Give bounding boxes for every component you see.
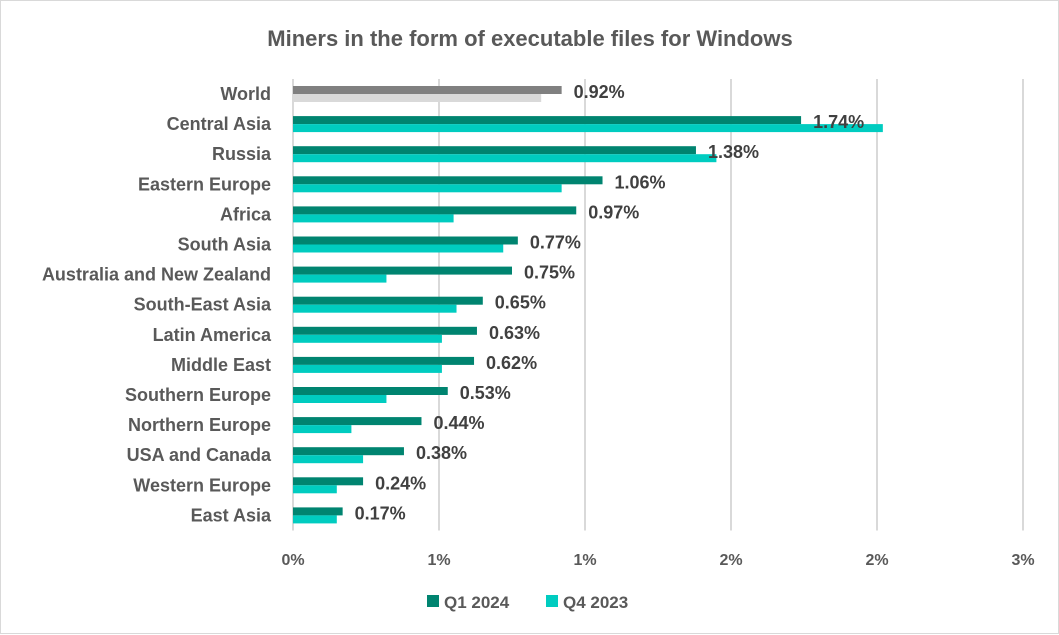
legend-label-q4-2023: Q4 2023: [563, 593, 628, 612]
data-label: 0.77%: [530, 233, 581, 253]
bar-q4-2023: [293, 395, 387, 403]
bar-q4-2023: [293, 94, 542, 102]
category-label: Australia and New Zealand: [42, 265, 271, 285]
bar-q1-2024: [293, 266, 512, 275]
data-label: 0.92%: [574, 82, 625, 102]
bar-q1-2024: [293, 326, 477, 335]
x-tick-label: 2%: [719, 552, 742, 569]
bar-q4-2023: [293, 425, 352, 434]
data-label: 0.75%: [524, 263, 575, 283]
bar-q4-2023: [293, 214, 454, 223]
data-label: 0.44%: [433, 413, 484, 433]
bar-q1-2024: [293, 417, 422, 426]
data-label: 1.06%: [615, 172, 666, 192]
legend-label-q1-2024: Q1 2024: [444, 593, 510, 612]
bar-q4-2023: [293, 515, 337, 524]
bar-q1-2024: [293, 146, 696, 155]
category-label: World: [220, 84, 271, 104]
data-label: 1.74%: [813, 112, 864, 132]
bar-q1-2024: [293, 387, 448, 395]
category-label: Southern Europe: [125, 385, 271, 405]
bar-q4-2023: [293, 244, 504, 253]
category-label: Central Asia: [167, 114, 272, 134]
bar-q1-2024: [293, 507, 343, 516]
bar-q4-2023: [293, 485, 337, 494]
bar-q4-2023: [293, 455, 364, 464]
category-label: Russia: [212, 144, 272, 164]
x-tick-label: 1%: [427, 552, 450, 569]
bar-q1-2024: [293, 86, 562, 94]
category-label: Western Europe: [133, 475, 271, 495]
data-label: 0.62%: [486, 353, 537, 373]
category-label: Middle East: [171, 355, 271, 375]
legend-swatch-q1-2024: [427, 595, 439, 607]
bar-q1-2024: [293, 236, 518, 245]
bar-q1-2024: [293, 477, 364, 486]
bar-q1-2024: [293, 206, 577, 215]
data-label: 0.65%: [495, 293, 546, 313]
data-label: 0.24%: [375, 473, 426, 493]
bar-q4-2023: [293, 124, 883, 133]
bar-q1-2024: [293, 116, 802, 125]
x-tick-label: 3%: [1011, 552, 1034, 569]
bar-q4-2023: [293, 364, 442, 373]
bar-q1-2024: [293, 356, 475, 365]
bar-q4-2023: [293, 274, 387, 283]
category-label: South Asia: [178, 235, 272, 255]
category-label: Latin America: [153, 325, 272, 345]
category-label: South-East Asia: [134, 295, 272, 315]
chart-title: Miners in the form of executable files f…: [267, 26, 792, 51]
bar-q4-2023: [293, 304, 457, 313]
data-label: 1.38%: [708, 142, 759, 162]
data-label: 0.17%: [355, 503, 406, 523]
data-label: 0.63%: [489, 323, 540, 343]
x-tick-label: 2%: [865, 552, 888, 569]
bar-q1-2024: [293, 447, 404, 456]
legend-swatch-q4-2023: [546, 595, 558, 607]
data-label: 0.53%: [460, 383, 511, 403]
x-tick-label: 0%: [281, 552, 304, 569]
x-tick-label: 1%: [573, 552, 596, 569]
data-label: 0.38%: [416, 443, 467, 463]
bar-q4-2023: [293, 334, 442, 343]
category-label: East Asia: [191, 505, 272, 525]
bar-q4-2023: [293, 154, 717, 163]
category-label: Africa: [220, 204, 272, 224]
bar-q4-2023: [293, 184, 562, 193]
category-label: Northern Europe: [128, 415, 271, 435]
legend: Q1 2024 Q4 2023: [427, 593, 628, 612]
bar-q1-2024: [293, 296, 483, 305]
category-label: USA and Canada: [127, 445, 272, 465]
data-label: 0.97%: [588, 202, 639, 222]
bar-q1-2024: [293, 176, 603, 185]
category-label: Eastern Europe: [138, 174, 271, 194]
